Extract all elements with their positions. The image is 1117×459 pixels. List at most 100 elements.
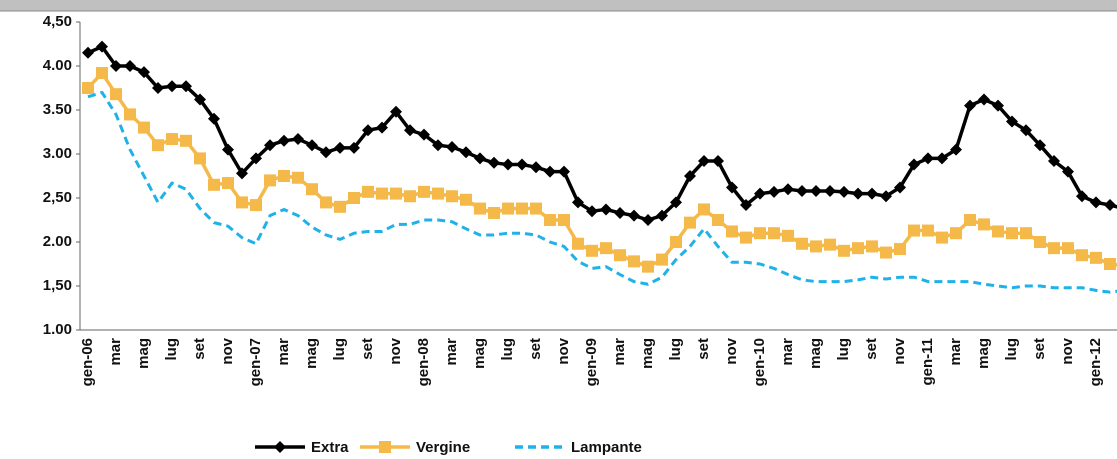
point [1048, 155, 1060, 168]
point [1006, 115, 1018, 128]
x-tick-label: nov [891, 337, 908, 364]
point [502, 202, 514, 215]
point [320, 196, 332, 209]
point [334, 141, 346, 154]
point [880, 246, 892, 259]
point [964, 99, 976, 112]
point [754, 187, 766, 200]
point [124, 108, 136, 121]
point [474, 202, 486, 215]
point [432, 187, 444, 200]
point [964, 214, 976, 226]
point [124, 60, 136, 72]
point [222, 143, 234, 156]
series-line [87, 44, 1117, 222]
point [978, 218, 990, 231]
point [950, 227, 962, 240]
point [1006, 227, 1018, 240]
point [586, 205, 598, 218]
point [796, 184, 808, 197]
legend-label: Lampante [571, 439, 642, 456]
point [894, 181, 906, 194]
point [642, 214, 654, 226]
y-tick-label: 1,50 [43, 277, 72, 294]
y-tick-label: 4.00 [43, 57, 72, 74]
point [530, 202, 542, 215]
point [488, 156, 500, 169]
point [180, 80, 192, 93]
x-tick-label: mar [443, 338, 460, 366]
x-tick-label: set [191, 338, 208, 360]
point [82, 46, 94, 59]
point [600, 242, 612, 255]
point [600, 203, 612, 216]
point [250, 199, 262, 212]
point [810, 240, 822, 253]
point [488, 206, 500, 219]
point [516, 158, 528, 171]
point [768, 227, 780, 240]
point [908, 158, 920, 171]
point [740, 231, 752, 244]
x-tick-label: lug [667, 338, 684, 361]
x-tick-label: lug [835, 338, 852, 361]
point [110, 88, 122, 101]
point [82, 82, 94, 94]
point [1090, 196, 1102, 209]
point [334, 200, 346, 213]
point [278, 134, 290, 147]
point [152, 139, 164, 152]
point [390, 105, 402, 118]
point [656, 253, 668, 266]
point [320, 146, 332, 159]
point [236, 196, 248, 209]
x-tick-label: set [863, 338, 880, 360]
x-tick-label: lug [163, 338, 180, 361]
point [838, 244, 850, 257]
y-tick-label: 1.00 [43, 321, 72, 338]
point [782, 183, 794, 196]
point [96, 67, 108, 80]
point [390, 187, 402, 200]
point [712, 214, 724, 226]
point [628, 209, 640, 222]
legend-label: Extra [311, 439, 349, 456]
point [306, 139, 318, 152]
x-tick-label: mar [947, 338, 964, 366]
point [110, 60, 122, 72]
point [866, 187, 878, 200]
point [572, 196, 584, 209]
point [1104, 258, 1116, 270]
x-tick-label: gen-09 [583, 338, 600, 386]
point [306, 183, 318, 196]
point [642, 260, 654, 273]
x-tick-label: mag [639, 338, 656, 369]
x-tick-label: lug [1003, 338, 1020, 361]
point [670, 196, 682, 209]
point [950, 143, 962, 156]
legend-marker [379, 441, 391, 453]
point [824, 238, 836, 251]
x-tick-label: nov [723, 337, 740, 364]
x-tick-label: mar [779, 338, 796, 366]
point [880, 190, 892, 203]
point [502, 158, 514, 171]
point [558, 214, 570, 226]
x-tick-label: nov [219, 337, 236, 364]
point [166, 133, 178, 146]
point [250, 152, 262, 165]
point [544, 214, 556, 226]
point [614, 206, 626, 219]
point [992, 225, 1004, 238]
point [614, 249, 626, 262]
x-tick-label: set [1031, 338, 1048, 360]
point [166, 80, 178, 93]
point [208, 112, 220, 125]
point [1034, 236, 1046, 248]
point [1076, 249, 1088, 262]
point [194, 93, 206, 106]
point [446, 140, 458, 153]
x-tick-label: gen-08 [415, 338, 432, 386]
point [236, 167, 248, 180]
